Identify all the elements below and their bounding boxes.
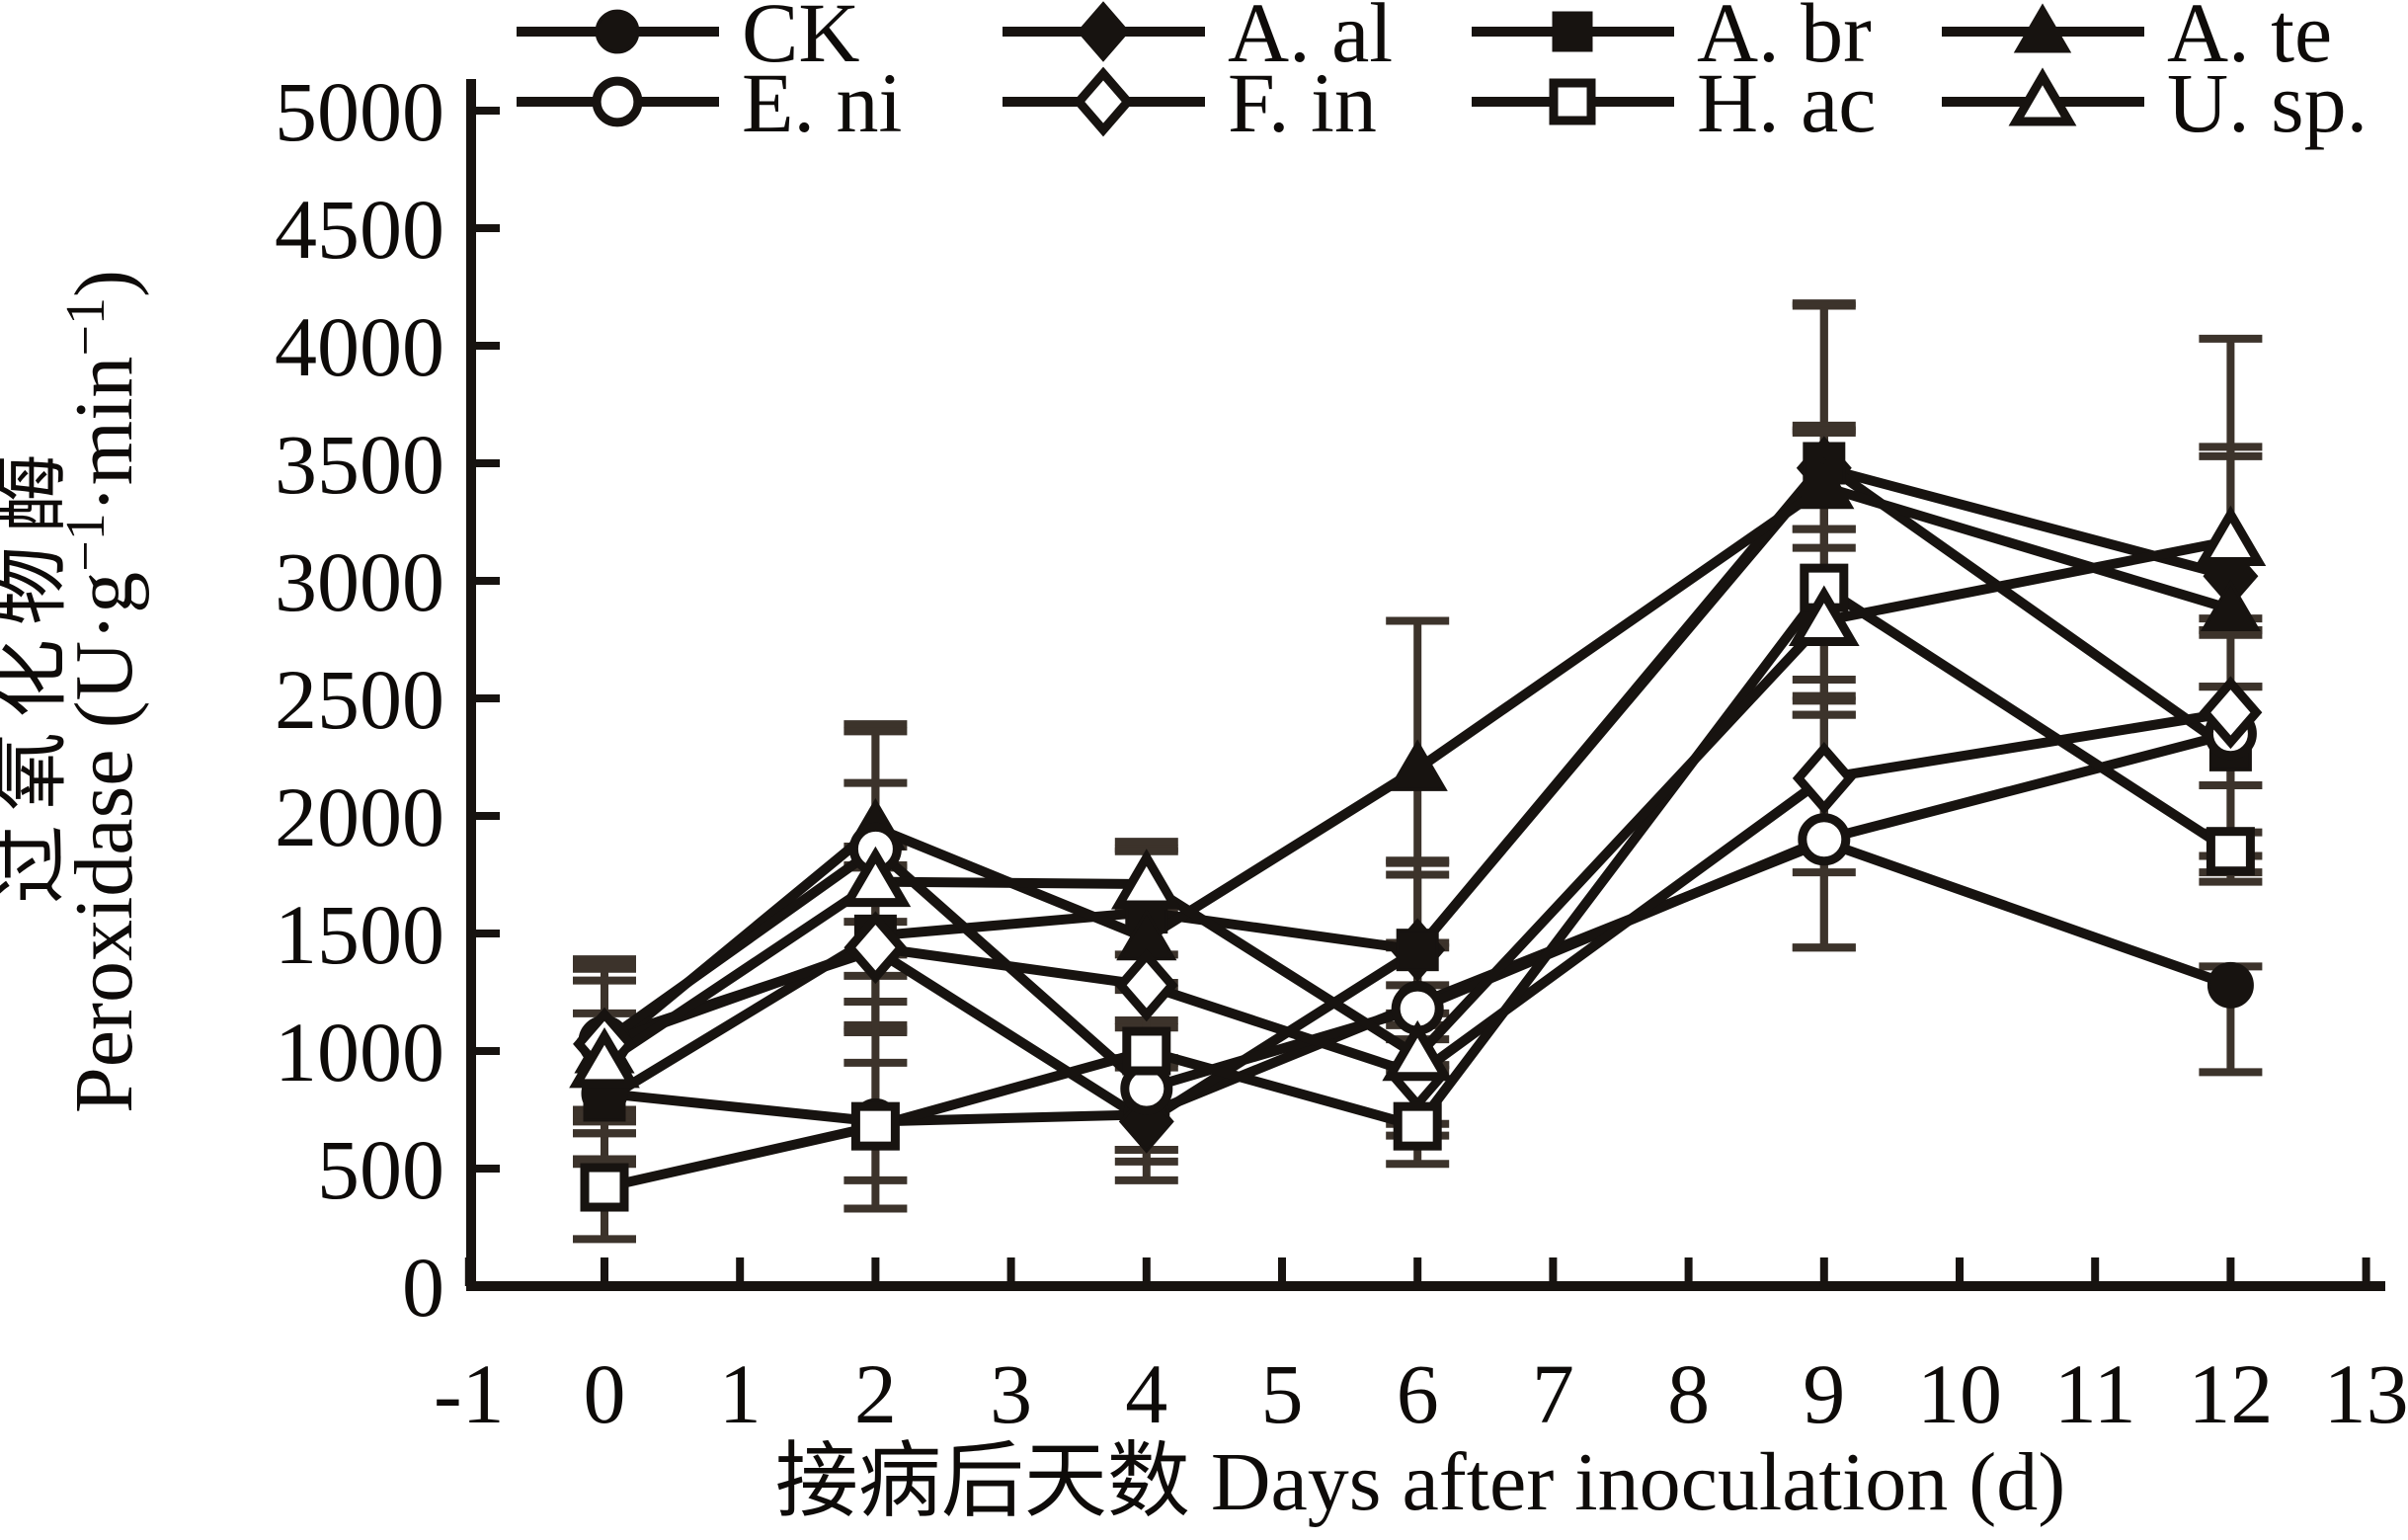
u-sp-marker bbox=[1382, 1019, 1454, 1082]
y-tick-label: 5000 bbox=[275, 64, 444, 159]
u-sp-marker bbox=[2195, 505, 2267, 567]
y-tick-label: 2000 bbox=[275, 770, 444, 864]
y-tick-label: 3500 bbox=[275, 417, 444, 512]
y-tick-label: 0 bbox=[402, 1240, 444, 1335]
legend-label: F. in bbox=[1228, 55, 1377, 150]
series-line-a-te bbox=[601, 481, 2232, 1055]
a-te-marker bbox=[1794, 456, 1855, 510]
legend-item-ck: CK bbox=[517, 0, 859, 80]
y-tick-label: 500 bbox=[317, 1122, 444, 1217]
x-tick-label: 11 bbox=[2054, 1346, 2136, 1441]
x-tick-label: 0 bbox=[584, 1346, 626, 1441]
f-in-marker bbox=[1792, 742, 1856, 815]
series-line-e-ni bbox=[602, 728, 2232, 1094]
x-tick-label: 3 bbox=[990, 1346, 1032, 1441]
legend-marker-h-ac bbox=[1549, 78, 1596, 125]
legend-label: H. ac bbox=[1697, 55, 1876, 150]
axes: 0 500 1000 1500 2000 2500 3000 3500 4000 4500 5000… bbox=[275, 64, 2408, 1441]
x-tick-label: 1 bbox=[719, 1346, 762, 1441]
x-tick-label: 10 bbox=[1917, 1346, 2002, 1441]
legend-marker-a-al bbox=[1077, 1, 1130, 62]
series-markers-u-sp bbox=[569, 505, 2267, 1089]
x-axis-title: 接病后天数 Days after inoculation (d) bbox=[775, 1436, 2065, 1528]
series-lines bbox=[601, 456, 2234, 1192]
x-tick-label: 8 bbox=[1667, 1346, 1710, 1441]
x-tick-label: 5 bbox=[1261, 1346, 1304, 1441]
series-markers bbox=[569, 436, 2267, 1212]
legend-label: U. sp. bbox=[2167, 55, 2368, 150]
legend-item-f-in: F. in bbox=[1003, 55, 1377, 150]
legend-item-u-sp: U. sp. bbox=[1942, 55, 2368, 150]
u-sp-marker bbox=[1788, 585, 1860, 646]
x-tick-label: 4 bbox=[1125, 1346, 1167, 1441]
y-tick-label: 2500 bbox=[275, 652, 444, 747]
h-ac-marker bbox=[850, 1101, 900, 1151]
legend-marker-u-sp bbox=[2008, 67, 2077, 126]
h-ac-marker bbox=[1122, 1026, 1171, 1076]
legend-item-e-ni: E. ni bbox=[517, 55, 902, 150]
x-tick-label: 13 bbox=[2324, 1346, 2408, 1441]
superscript: −1 bbox=[55, 513, 117, 572]
a-te-marker bbox=[1387, 739, 1448, 791]
f-in-marker bbox=[843, 911, 908, 985]
h-ac-marker bbox=[2206, 827, 2255, 876]
ck-marker bbox=[2207, 961, 2254, 1009]
legend: CK A. al A. br A. te E. ni F. in H. ac U. sp. bbox=[517, 0, 2368, 150]
series-markers-h-ac bbox=[580, 563, 2255, 1212]
x-tick-label: 7 bbox=[1532, 1346, 1574, 1441]
y-tick-label: 1500 bbox=[275, 887, 444, 982]
a-br-marker bbox=[1396, 929, 1439, 972]
legend-label: A. te bbox=[2167, 0, 2332, 80]
h-ac-marker bbox=[1393, 1101, 1442, 1151]
y-tick-label: 1000 bbox=[275, 1005, 444, 1099]
x-tick-label: 6 bbox=[1397, 1346, 1439, 1441]
superscript: −1 bbox=[55, 297, 117, 357]
u-sp-marker bbox=[1110, 849, 1182, 910]
f-in-marker bbox=[2199, 676, 2263, 750]
a-te-marker bbox=[2200, 579, 2262, 632]
legend-item-a-al: A. al bbox=[1003, 0, 1393, 80]
h-ac-marker bbox=[580, 1163, 629, 1212]
e-ni-marker bbox=[1798, 813, 1851, 866]
legend-item-h-ac: H. ac bbox=[1472, 55, 1876, 150]
series-line-f-in bbox=[602, 707, 2232, 1081]
legend-marker-e-ni bbox=[592, 76, 643, 127]
y-axis-title-chinese: 过氧化物酶 bbox=[0, 440, 75, 904]
u-sp-marker bbox=[840, 846, 912, 908]
series-line-u-sp bbox=[602, 535, 2232, 1068]
x-tick-label: -1 bbox=[434, 1346, 505, 1441]
legend-marker-f-in bbox=[1073, 66, 1134, 137]
legend-item-a-te: A. te bbox=[1942, 0, 2332, 80]
legend-label: A. al bbox=[1228, 0, 1393, 80]
legend-item-a-br: A. br bbox=[1472, 0, 1872, 80]
series-line-ck bbox=[603, 836, 2233, 1127]
legend-label: E. ni bbox=[742, 55, 902, 150]
y-tick-label: 3000 bbox=[275, 534, 444, 629]
legend-label: CK bbox=[742, 0, 859, 80]
x-tick-label: 9 bbox=[1803, 1346, 1845, 1441]
y-tick-label: 4500 bbox=[275, 182, 444, 277]
legend-marker-a-te bbox=[2013, 3, 2072, 53]
u-sp-marker bbox=[569, 1026, 640, 1089]
y-tick-label: 4000 bbox=[275, 299, 444, 394]
f-in-marker bbox=[1114, 948, 1178, 1022]
legend-label: A. br bbox=[1697, 0, 1872, 80]
legend-marker-ck bbox=[595, 9, 640, 54]
series-line-h-ac bbox=[602, 581, 2234, 1192]
legend-marker-a-br bbox=[1552, 11, 1593, 52]
y-axis-title-english: Peroxidase (U·g−1·min−1) bbox=[55, 270, 150, 1113]
x-tick-label: 2 bbox=[854, 1346, 897, 1441]
x-tick-label: 12 bbox=[2188, 1346, 2273, 1441]
